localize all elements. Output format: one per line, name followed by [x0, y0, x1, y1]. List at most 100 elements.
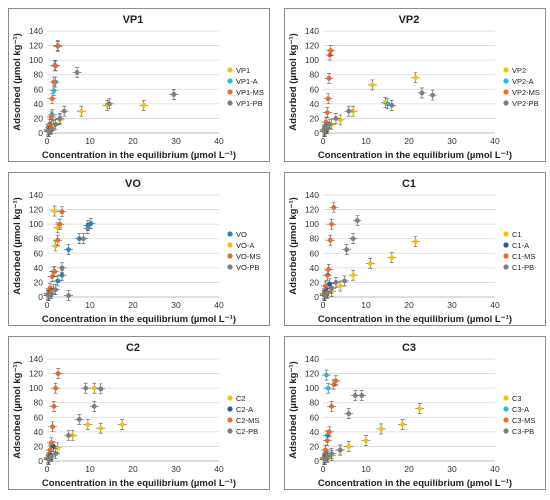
legend-label: C2-PB: [236, 427, 258, 436]
series-c2-ms: [43, 368, 63, 463]
legend-label: C1: [512, 230, 522, 239]
legend-marker: [503, 100, 509, 106]
x-tick-label: 40: [214, 136, 224, 146]
chart-svg-c3: C3 0 20 40 60 80 100 120 140 0 10 20 30 40 Concentrati…: [288, 342, 535, 489]
data-point: [346, 411, 352, 417]
x-tick-label: 20: [404, 464, 414, 474]
y-tick-label: 80: [34, 234, 44, 244]
legend-label: VP2: [512, 66, 526, 75]
legend-label: VP1-PB: [236, 99, 263, 108]
x-tick-label: 0: [45, 300, 50, 310]
legend-marker: [227, 417, 233, 423]
chart-panel-vp2: VP2 0 20 40 60 80 100 120 140 0 10 20 30 40 Concentrat…: [284, 8, 546, 162]
series-c1: [319, 236, 420, 301]
x-tick-label: 20: [404, 136, 414, 146]
x-tick-label: 40: [490, 464, 500, 474]
data-point: [419, 90, 425, 96]
data-point: [367, 261, 373, 266]
legend-marker: [227, 78, 233, 84]
data-point: [350, 236, 356, 242]
x-tick-label: 0: [321, 136, 326, 146]
data-point: [324, 290, 330, 296]
data-point: [363, 438, 369, 443]
y-tick-label: 60: [34, 412, 44, 422]
y-tick-label: 100: [29, 219, 43, 229]
legend-label: C1-PB: [512, 263, 534, 272]
y-tick-label: 20: [34, 441, 44, 451]
data-point: [53, 243, 58, 249]
legend-label: C3-A: [512, 405, 529, 414]
data-point: [413, 75, 418, 81]
y-tick-label: 120: [29, 205, 43, 215]
legend-label: C2: [236, 394, 246, 403]
x-axis-label: Concentration in the equilibrium (µmol L…: [318, 478, 512, 489]
data-point: [51, 88, 57, 94]
data-point: [342, 278, 347, 284]
y-tick-label: 0: [38, 456, 43, 466]
data-point: [66, 247, 71, 253]
series-c3: [319, 403, 425, 465]
x-tick-label: 0: [321, 300, 326, 310]
data-point: [346, 444, 352, 449]
data-point: [326, 75, 332, 81]
x-tick-label: 0: [45, 464, 50, 474]
data-point: [355, 218, 360, 223]
y-tick-label: 0: [38, 128, 43, 138]
chart-title: C2: [126, 342, 140, 354]
data-point: [327, 429, 332, 435]
x-tick-label: 10: [361, 300, 371, 310]
x-tick-label: 40: [214, 464, 224, 474]
data-point: [359, 393, 365, 398]
data-point: [323, 447, 328, 453]
y-tick-label: 80: [34, 70, 44, 80]
y-axis-label: Adsorbed (µmol kg⁻¹): [12, 197, 23, 295]
chart-title: VP2: [399, 14, 420, 26]
y-tick-label: 100: [305, 55, 319, 65]
data-point: [141, 102, 147, 108]
y-tick-label: 40: [310, 263, 320, 273]
y-tick-label: 20: [34, 113, 44, 123]
y-tick-label: 40: [34, 99, 44, 109]
data-point: [98, 386, 104, 392]
data-point: [325, 96, 331, 102]
data-point: [57, 221, 63, 227]
legend-marker: [503, 67, 509, 73]
legend-label: VO-A: [236, 241, 254, 250]
legend-marker: [227, 428, 233, 434]
x-tick-label: 30: [171, 136, 181, 146]
data-point: [48, 126, 54, 132]
data-point: [389, 255, 395, 261]
x-axis-label: Concentration in the equilibrium (µmol L…: [318, 150, 512, 161]
y-tick-label: 120: [305, 369, 319, 379]
data-point: [329, 285, 334, 291]
x-tick-label: 10: [361, 136, 371, 146]
data-point: [323, 283, 328, 289]
data-point: [337, 283, 343, 289]
y-tick-label: 100: [29, 55, 43, 65]
legend-label: VO-MS: [236, 252, 261, 261]
data-point: [55, 43, 61, 49]
y-tick-label: 60: [310, 412, 320, 422]
x-tick-label: 30: [447, 464, 457, 474]
legend-marker: [503, 242, 509, 248]
legend-label: VP1: [236, 66, 250, 75]
x-axis-label: Concentration in the equilibrium (µmol L…: [42, 150, 236, 161]
x-axis-label: Concentration in the equilibrium (µmol L…: [318, 314, 512, 325]
data-point: [389, 102, 395, 108]
legend-label: C1-MS: [512, 252, 535, 261]
legend-marker: [227, 67, 233, 73]
data-point: [106, 101, 112, 107]
y-tick-label: 40: [34, 263, 44, 273]
y-tick-label: 20: [310, 277, 320, 287]
legend-marker: [227, 242, 233, 248]
legend-marker: [227, 100, 233, 106]
series-vo-pb: [43, 223, 93, 301]
y-tick-label: 80: [310, 398, 320, 408]
y-tick-label: 120: [29, 41, 43, 51]
x-tick-label: 30: [447, 300, 457, 310]
chart-panel-c1: C1 0 20 40 60 80 100 120 140 0 10 20 30 40 Concentrati…: [284, 172, 546, 326]
legend-label: C3: [512, 394, 522, 403]
y-tick-label: 60: [310, 84, 320, 94]
legend-label: C3-PB: [512, 427, 534, 436]
data-point: [329, 451, 334, 457]
